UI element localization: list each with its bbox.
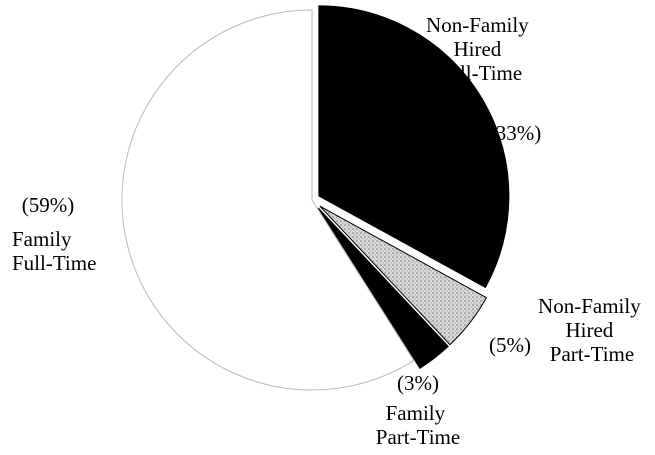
pie-slice [121, 9, 415, 391]
slice-label: Family Full-Time [12, 227, 96, 275]
slice-label: (59%) [22, 193, 74, 217]
slice-label: Non-Family Hired Full-Time [426, 13, 534, 85]
slice-label: (3%) [397, 371, 439, 395]
pie-slice [318, 5, 510, 289]
slice-label: (5%) [489, 333, 531, 357]
slice-label: (33%) [489, 121, 541, 145]
slice-label: Family Part-Time [376, 401, 460, 449]
pie-slice [319, 205, 488, 346]
slice-label: Non-Family Hired Part-Time [538, 294, 646, 366]
pie-slice [317, 207, 449, 370]
